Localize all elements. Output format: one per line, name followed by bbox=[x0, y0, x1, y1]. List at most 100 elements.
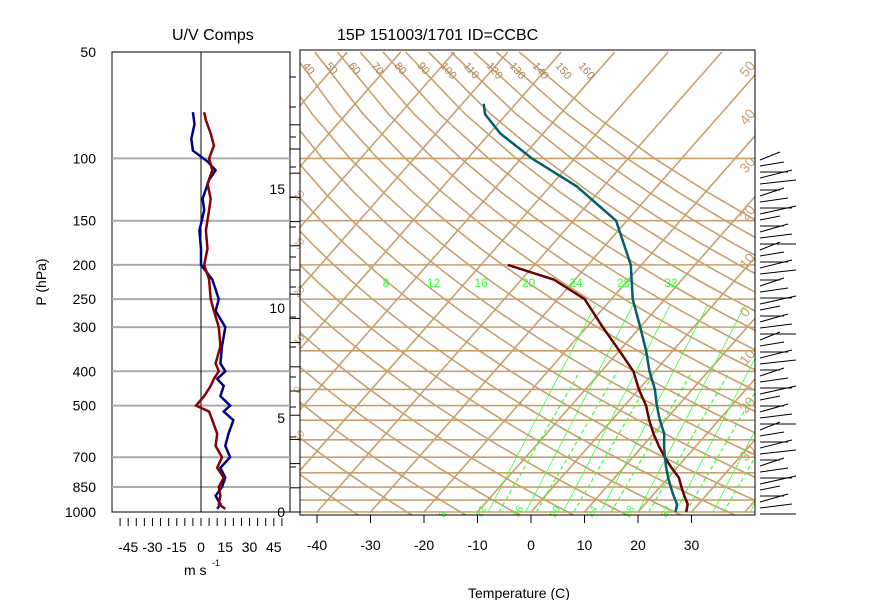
uv-x-axis-label-superscript: -1 bbox=[212, 558, 220, 568]
skewt-mixing-ratio-lines bbox=[487, 304, 755, 513]
isotherm bbox=[0, 52, 133, 512]
dry-adiabat bbox=[382, 51, 755, 332]
dry-adiabat bbox=[300, 129, 755, 456]
isotherm bbox=[637, 377, 755, 513]
mixing-ratio-label: 24 bbox=[569, 276, 583, 290]
dry-adiabat bbox=[359, 51, 755, 351]
isotherm bbox=[583, 317, 755, 513]
uv-x-ticks: -45 -30 -15 0 15 30 45 bbox=[118, 518, 283, 555]
isotherm bbox=[316, 51, 723, 513]
uv-series-line bbox=[190, 112, 235, 510]
skewt-x-tick-label: 10 bbox=[577, 537, 593, 553]
mixing-ratio-label: 20 bbox=[522, 276, 536, 290]
wind-barb bbox=[759, 403, 789, 413]
skewt-height-ticks: 0 5 10 15 bbox=[269, 124, 300, 520]
wind-barb bbox=[759, 179, 797, 185]
wind-barb bbox=[759, 313, 789, 323]
dry-adiabat bbox=[300, 297, 629, 515]
mixing-ratio-line bbox=[525, 304, 634, 513]
uv-y-tick-label: 50 bbox=[80, 44, 96, 60]
wind-barb bbox=[759, 323, 793, 329]
moist-adiabat-dashed bbox=[610, 371, 693, 513]
skewt-title: 15P 151003/1701 ID=CCBC bbox=[337, 27, 538, 44]
skewt-line-labels: 40 50 60 70 80 90 100 110 120 130 140 150 160 5040302… bbox=[292, 58, 759, 520]
wind-barb bbox=[759, 395, 781, 401]
uv-panel: U/V Comps 501001502002503004005007008501… bbox=[33, 27, 296, 578]
moist-line-label: 8 bbox=[437, 509, 450, 520]
dry-adiabat-label: 150 bbox=[553, 60, 574, 82]
wind-barb bbox=[759, 161, 785, 167]
wind-barb bbox=[759, 169, 793, 179]
dry-adiabat bbox=[300, 230, 737, 515]
isotherm bbox=[300, 51, 455, 229]
isotherm bbox=[530, 256, 755, 513]
dry-adiabat bbox=[473, 51, 755, 257]
dry-adiabat bbox=[300, 366, 522, 515]
skewt-x-tick-label: 30 bbox=[684, 537, 700, 553]
wind-barb bbox=[759, 421, 781, 431]
wind-barb bbox=[759, 251, 785, 257]
wind-barb bbox=[759, 215, 781, 221]
wind-barb bbox=[759, 341, 785, 347]
dry-adiabat-label: 70 bbox=[369, 60, 386, 77]
dry-adiabat bbox=[300, 401, 468, 515]
uv-y-axis-label: P (hPa) bbox=[33, 258, 49, 305]
profile-dewpoint bbox=[482, 103, 679, 513]
skewt-height-tick-label: 5 bbox=[277, 410, 285, 426]
skewt-height-tick-label: 0 bbox=[277, 504, 285, 520]
wind-barb bbox=[759, 241, 781, 251]
wind-barb bbox=[759, 385, 797, 395]
moist-line-label: 12 bbox=[474, 504, 489, 520]
uv-y-tick-label: 250 bbox=[73, 291, 97, 307]
dry-adiabat bbox=[300, 331, 576, 515]
uv-y-tick-label: 500 bbox=[73, 398, 97, 414]
dry-adiabat-label: 60 bbox=[346, 60, 363, 77]
wind-barb bbox=[759, 377, 789, 383]
left-isotherm-label: 0 bbox=[292, 384, 304, 396]
dry-adiabat bbox=[300, 436, 414, 515]
isotherm bbox=[300, 51, 562, 351]
wind-barb bbox=[759, 457, 785, 467]
mixing-ratio-line bbox=[562, 304, 671, 513]
moist-line-label: 28 bbox=[622, 504, 637, 520]
moist-adiabat-dashed bbox=[648, 371, 731, 513]
isotherm bbox=[423, 134, 755, 513]
wind-barb bbox=[759, 467, 789, 473]
wind-barb bbox=[759, 475, 797, 485]
uv-x-tick-label: 30 bbox=[242, 539, 258, 555]
wind-barb bbox=[759, 503, 793, 509]
uv-gridlines bbox=[112, 52, 296, 512]
skewt-background-lines bbox=[0, 51, 755, 515]
moist-line-label: 16 bbox=[511, 504, 526, 520]
dry-adiabat bbox=[336, 51, 755, 371]
wind-barb bbox=[759, 349, 793, 359]
dry-adiabat-label: 160 bbox=[576, 60, 597, 82]
isotherm bbox=[300, 51, 402, 168]
uv-y-tick-label: 400 bbox=[73, 363, 97, 379]
uv-y-tick-label: 100 bbox=[73, 150, 97, 166]
moist-adiabat-dashed bbox=[498, 371, 581, 513]
skewt-plot-frame bbox=[299, 49, 756, 516]
wind-barb bbox=[759, 259, 793, 269]
skewt-height-tick-label: 15 bbox=[269, 181, 285, 197]
uv-x-tick-label: -15 bbox=[167, 539, 187, 555]
mixing-ratio-line bbox=[487, 304, 596, 513]
mixing-ratio-line bbox=[637, 304, 746, 513]
mixing-ratio-label: 8 bbox=[383, 276, 390, 290]
isotherm bbox=[369, 73, 755, 513]
dry-adiabat-label: 90 bbox=[415, 60, 432, 77]
profile-temperature bbox=[507, 263, 689, 513]
mixing-ratio-label: 28 bbox=[617, 276, 631, 290]
uv-x-tick-label: 45 bbox=[266, 539, 282, 555]
dry-adiabat bbox=[300, 196, 755, 502]
mixing-ratio-label: 16 bbox=[474, 276, 488, 290]
wind-barb bbox=[759, 449, 797, 455]
moist-line-label: 24 bbox=[585, 504, 600, 520]
dry-adiabat bbox=[427, 51, 755, 293]
mixing-ratio-line bbox=[712, 429, 755, 513]
dry-adiabat-label: 40 bbox=[300, 60, 317, 77]
skewt-x-tick-label: 20 bbox=[630, 537, 646, 553]
wind-barb bbox=[759, 197, 789, 203]
uv-x-tick-label: -45 bbox=[118, 539, 138, 555]
